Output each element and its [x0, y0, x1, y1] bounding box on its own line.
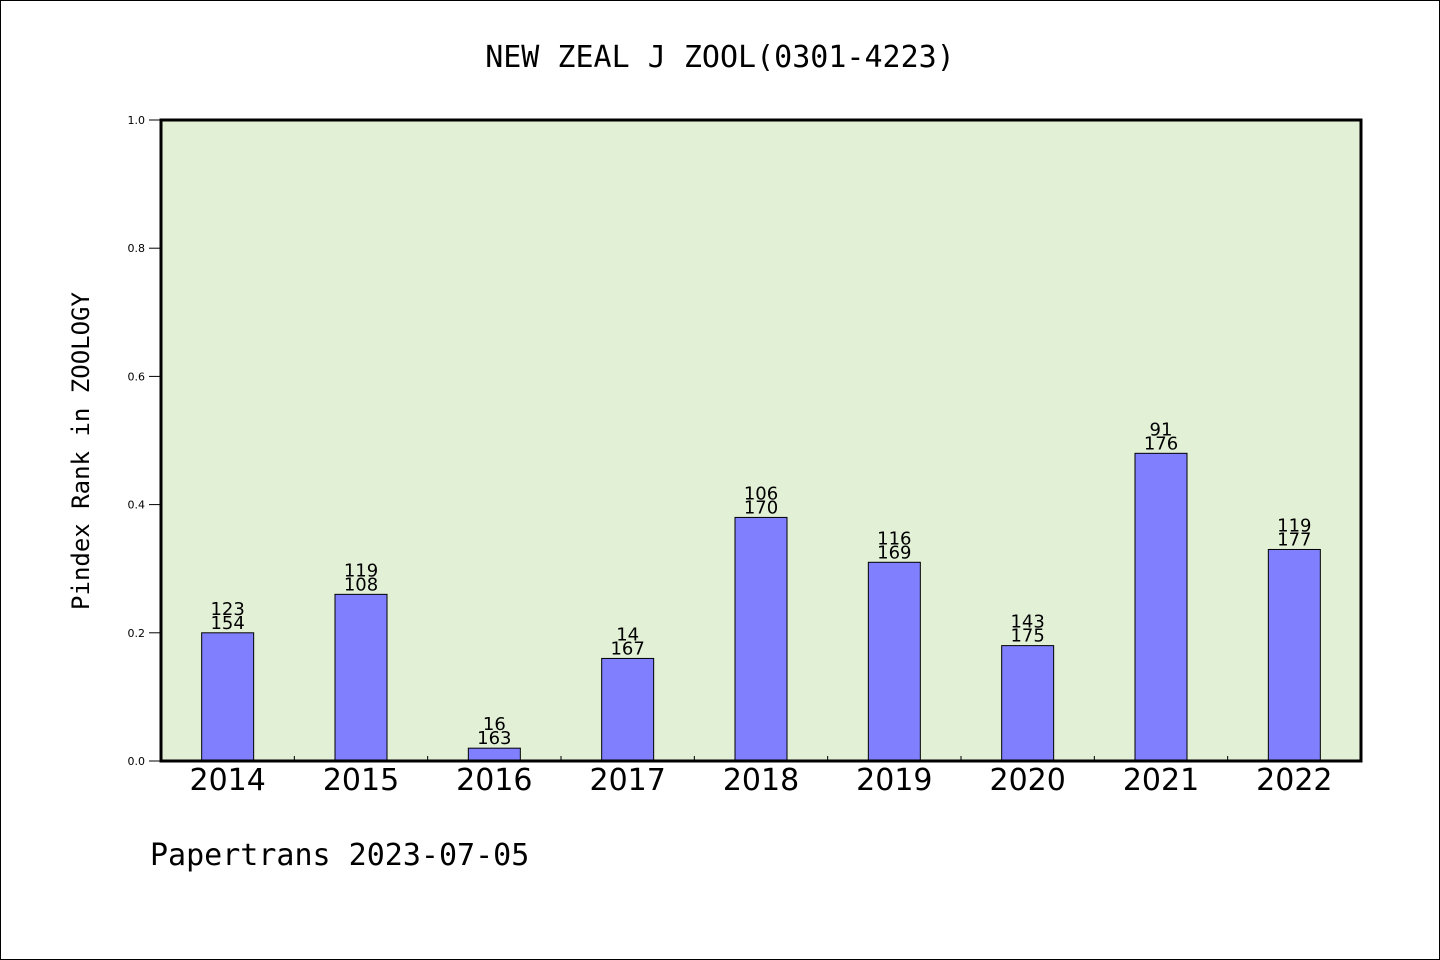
bar-2019 — [867, 561, 921, 762]
bar-2015 — [334, 593, 388, 762]
x-tick-label: 2019 — [856, 763, 932, 798]
bar-2020 — [1001, 645, 1055, 762]
bar-label-top: 116 — [877, 528, 911, 549]
y-axis-label: Pindex Rank in ZOOLOGY — [67, 292, 95, 610]
bar-label-top: 143 — [1010, 612, 1044, 633]
bars-layer: 1231541191081616314167106170116169143175… — [201, 419, 1321, 762]
footer-credit: Papertrans 2023-07-05 — [150, 838, 529, 873]
bar-label-top: 123 — [210, 599, 244, 620]
bar-label-top: 106 — [744, 483, 778, 504]
x-tick-label: 2022 — [1256, 763, 1332, 798]
bar-label-top: 91 — [1150, 419, 1173, 440]
bar-label-top: 119 — [344, 560, 378, 581]
bar-label-bottom: 175 — [1010, 626, 1044, 647]
x-tick-label: 2017 — [589, 763, 665, 798]
y-tick-label: 0.2 — [128, 627, 146, 640]
bar-label-bottom: 169 — [877, 542, 911, 563]
y-tick-label: 0.0 — [128, 755, 146, 768]
bar-label-top: 16 — [483, 714, 506, 735]
x-tick-label: 2016 — [456, 763, 532, 798]
x-tick-label: 2015 — [323, 763, 399, 798]
bar-2018 — [734, 516, 788, 762]
bar-2021 — [1134, 452, 1188, 762]
bar-label-top: 14 — [616, 624, 639, 645]
axes-layer: 2014 2015 2016 2017 2018 2019 2020 2021 2022 0.0 0… — [128, 114, 1363, 798]
bar-label-top: 119 — [1277, 515, 1311, 536]
x-tick-label: 2018 — [723, 763, 799, 798]
bar-2014 — [201, 632, 255, 762]
bar-label-bottom: 108 — [344, 574, 378, 595]
plot-border — [159, 118, 1363, 763]
x-tick-label: 2014 — [189, 763, 265, 798]
y-tick-label: 0.6 — [128, 370, 146, 383]
chart-title: NEW ZEAL J ZOOL(0301-4223) — [485, 40, 955, 75]
x-tick-label: 2021 — [1123, 763, 1199, 798]
bar-2016 — [467, 747, 521, 762]
bar-label-bottom: 154 — [210, 613, 244, 634]
bar-label-bottom: 177 — [1277, 529, 1311, 550]
y-tick-label: 0.8 — [128, 242, 146, 255]
bar-label-bottom: 176 — [1144, 433, 1178, 454]
bar-2022 — [1267, 548, 1321, 762]
bar-label-bottom: 167 — [610, 638, 644, 659]
x-tick-label: 2020 — [989, 763, 1065, 798]
y-tick-label: 1.0 — [128, 114, 146, 127]
bar-label-bottom: 163 — [477, 728, 511, 749]
bar-2017 — [601, 657, 655, 762]
bar-label-bottom: 170 — [744, 497, 778, 518]
y-tick-label: 0.4 — [128, 499, 146, 512]
